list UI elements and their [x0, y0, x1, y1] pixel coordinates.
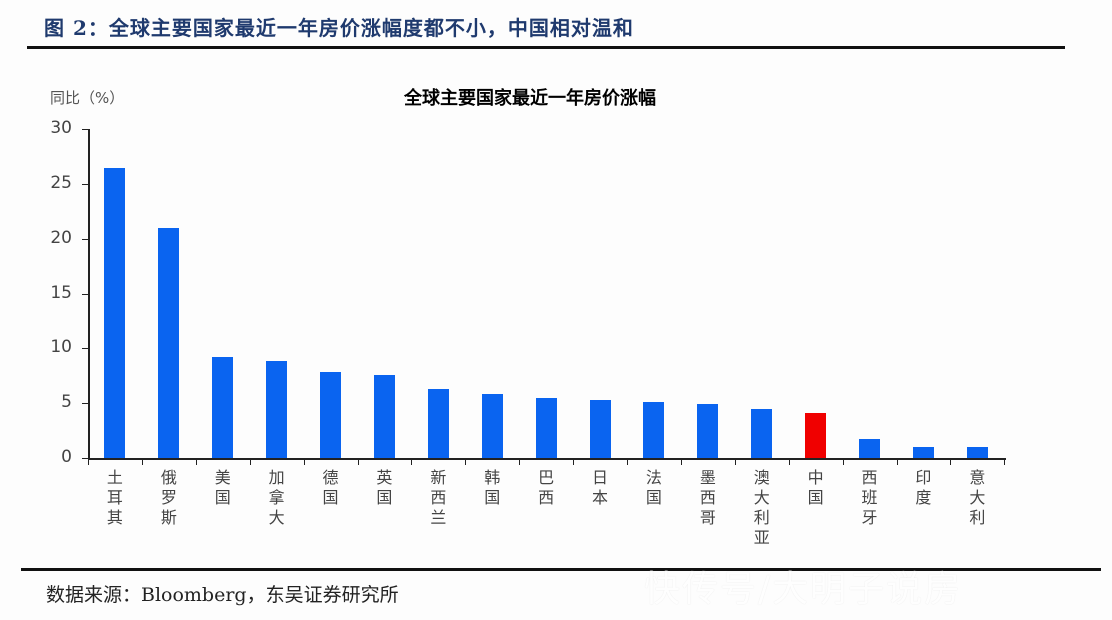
bottom-rule: [21, 568, 1101, 571]
x-tick: [842, 458, 844, 465]
y-tick-label: 15: [50, 282, 72, 303]
x-tick-label: 德国: [322, 468, 339, 507]
watermark: 快传号/大明子说房: [644, 569, 963, 610]
y-tick-label: 20: [50, 227, 72, 248]
bar-2: [158, 227, 180, 458]
x-tick: [627, 458, 628, 465]
bar-12: [697, 404, 719, 458]
bar-3: [212, 357, 234, 458]
bar-15: [859, 439, 881, 458]
x-tick: [303, 458, 305, 465]
bar-10: [589, 399, 611, 458]
title-rule: [27, 46, 1065, 49]
x-tick: [357, 458, 359, 465]
y-tick-label: 10: [50, 337, 72, 358]
figure-title: 图 2：全球主要国家最近一年房价涨幅度都不小，中国相对温和: [44, 16, 634, 40]
y-tick: [82, 458, 88, 459]
y-tick-label: 25: [50, 172, 72, 193]
x-tick-label: 土耳其: [106, 468, 123, 527]
x-tick-label: 墨西哥: [699, 468, 716, 527]
x-tick-label: 新西兰: [430, 468, 447, 527]
y-tick: [82, 348, 88, 350]
bar-9: [535, 397, 557, 458]
x-tick-label: 意大利: [969, 468, 986, 527]
x-tick-label: 巴西: [538, 468, 555, 507]
bar-7: [427, 388, 449, 458]
x-tick: [195, 458, 197, 465]
bar-5: [320, 372, 342, 458]
y-tick-label: 0: [61, 447, 72, 467]
x-tick-label: 印度: [915, 468, 932, 507]
x-tick: [788, 458, 790, 465]
x-tick-label: 西班牙: [861, 468, 878, 527]
source-note: 数据来源：Bloomberg，东吴证券研究所: [46, 584, 399, 606]
bar-14: [805, 413, 827, 458]
x-tick-label: 日本: [592, 468, 609, 507]
x-tick-label: 俄罗斯: [160, 468, 177, 527]
x-tick-label: 中国: [807, 468, 824, 507]
bar-13: [751, 408, 773, 458]
x-tick-label: 加拿大: [268, 468, 285, 527]
x-tick-label: 澳大利亚: [753, 468, 770, 547]
x-tick: [573, 458, 575, 465]
y-axis-label: 同比（%）: [50, 89, 125, 107]
y-tick: [82, 238, 88, 240]
x-tick-label: 英国: [376, 468, 393, 507]
x-axis: [88, 458, 1006, 460]
x-tick: [465, 458, 467, 465]
y-tick: [82, 403, 88, 405]
chart: 全球主要国家最近一年房价涨幅 同比（%） 0 5 10 15 20 25 30 土耳其 俄罗斯 美…: [50, 88, 1006, 547]
bar-11: [643, 402, 665, 458]
x-tick: [680, 458, 682, 465]
x-tick: [88, 458, 89, 465]
x-tick: [249, 458, 251, 465]
y-tick: [82, 129, 88, 130]
bar-8: [481, 394, 503, 458]
y-axis: [88, 129, 90, 459]
y-tick-label: 30: [50, 118, 72, 138]
x-tick-label: 美国: [214, 468, 231, 507]
y-tick: [82, 293, 88, 295]
y-tick-label: 5: [61, 392, 72, 413]
bar-4: [266, 361, 288, 458]
x-tick-label: 韩国: [484, 468, 501, 507]
x-tick: [141, 458, 143, 465]
x-tick: [734, 458, 736, 465]
x-tick: [519, 458, 521, 465]
bar-1: [104, 168, 126, 458]
x-tick: [896, 458, 898, 465]
y-tick: [82, 183, 88, 185]
bar-17: [966, 447, 988, 458]
x-tick-label: 法国: [645, 468, 662, 507]
bar-6: [373, 374, 395, 458]
x-tick: [950, 458, 952, 465]
bar-16: [912, 447, 934, 458]
chart-title: 全球主要国家最近一年房价涨幅: [404, 88, 656, 109]
x-tick: [1004, 458, 1006, 465]
x-tick: [411, 458, 413, 465]
